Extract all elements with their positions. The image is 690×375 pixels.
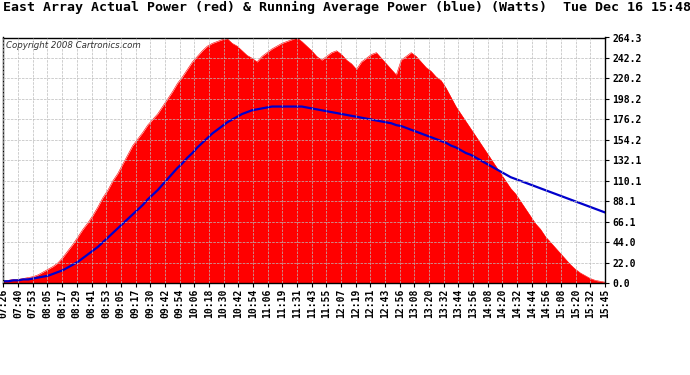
Text: East Array Actual Power (red) & Running Average Power (blue) (Watts)  Tue Dec 16: East Array Actual Power (red) & Running … — [3, 1, 690, 14]
Text: Copyright 2008 Cartronics.com: Copyright 2008 Cartronics.com — [6, 41, 141, 50]
